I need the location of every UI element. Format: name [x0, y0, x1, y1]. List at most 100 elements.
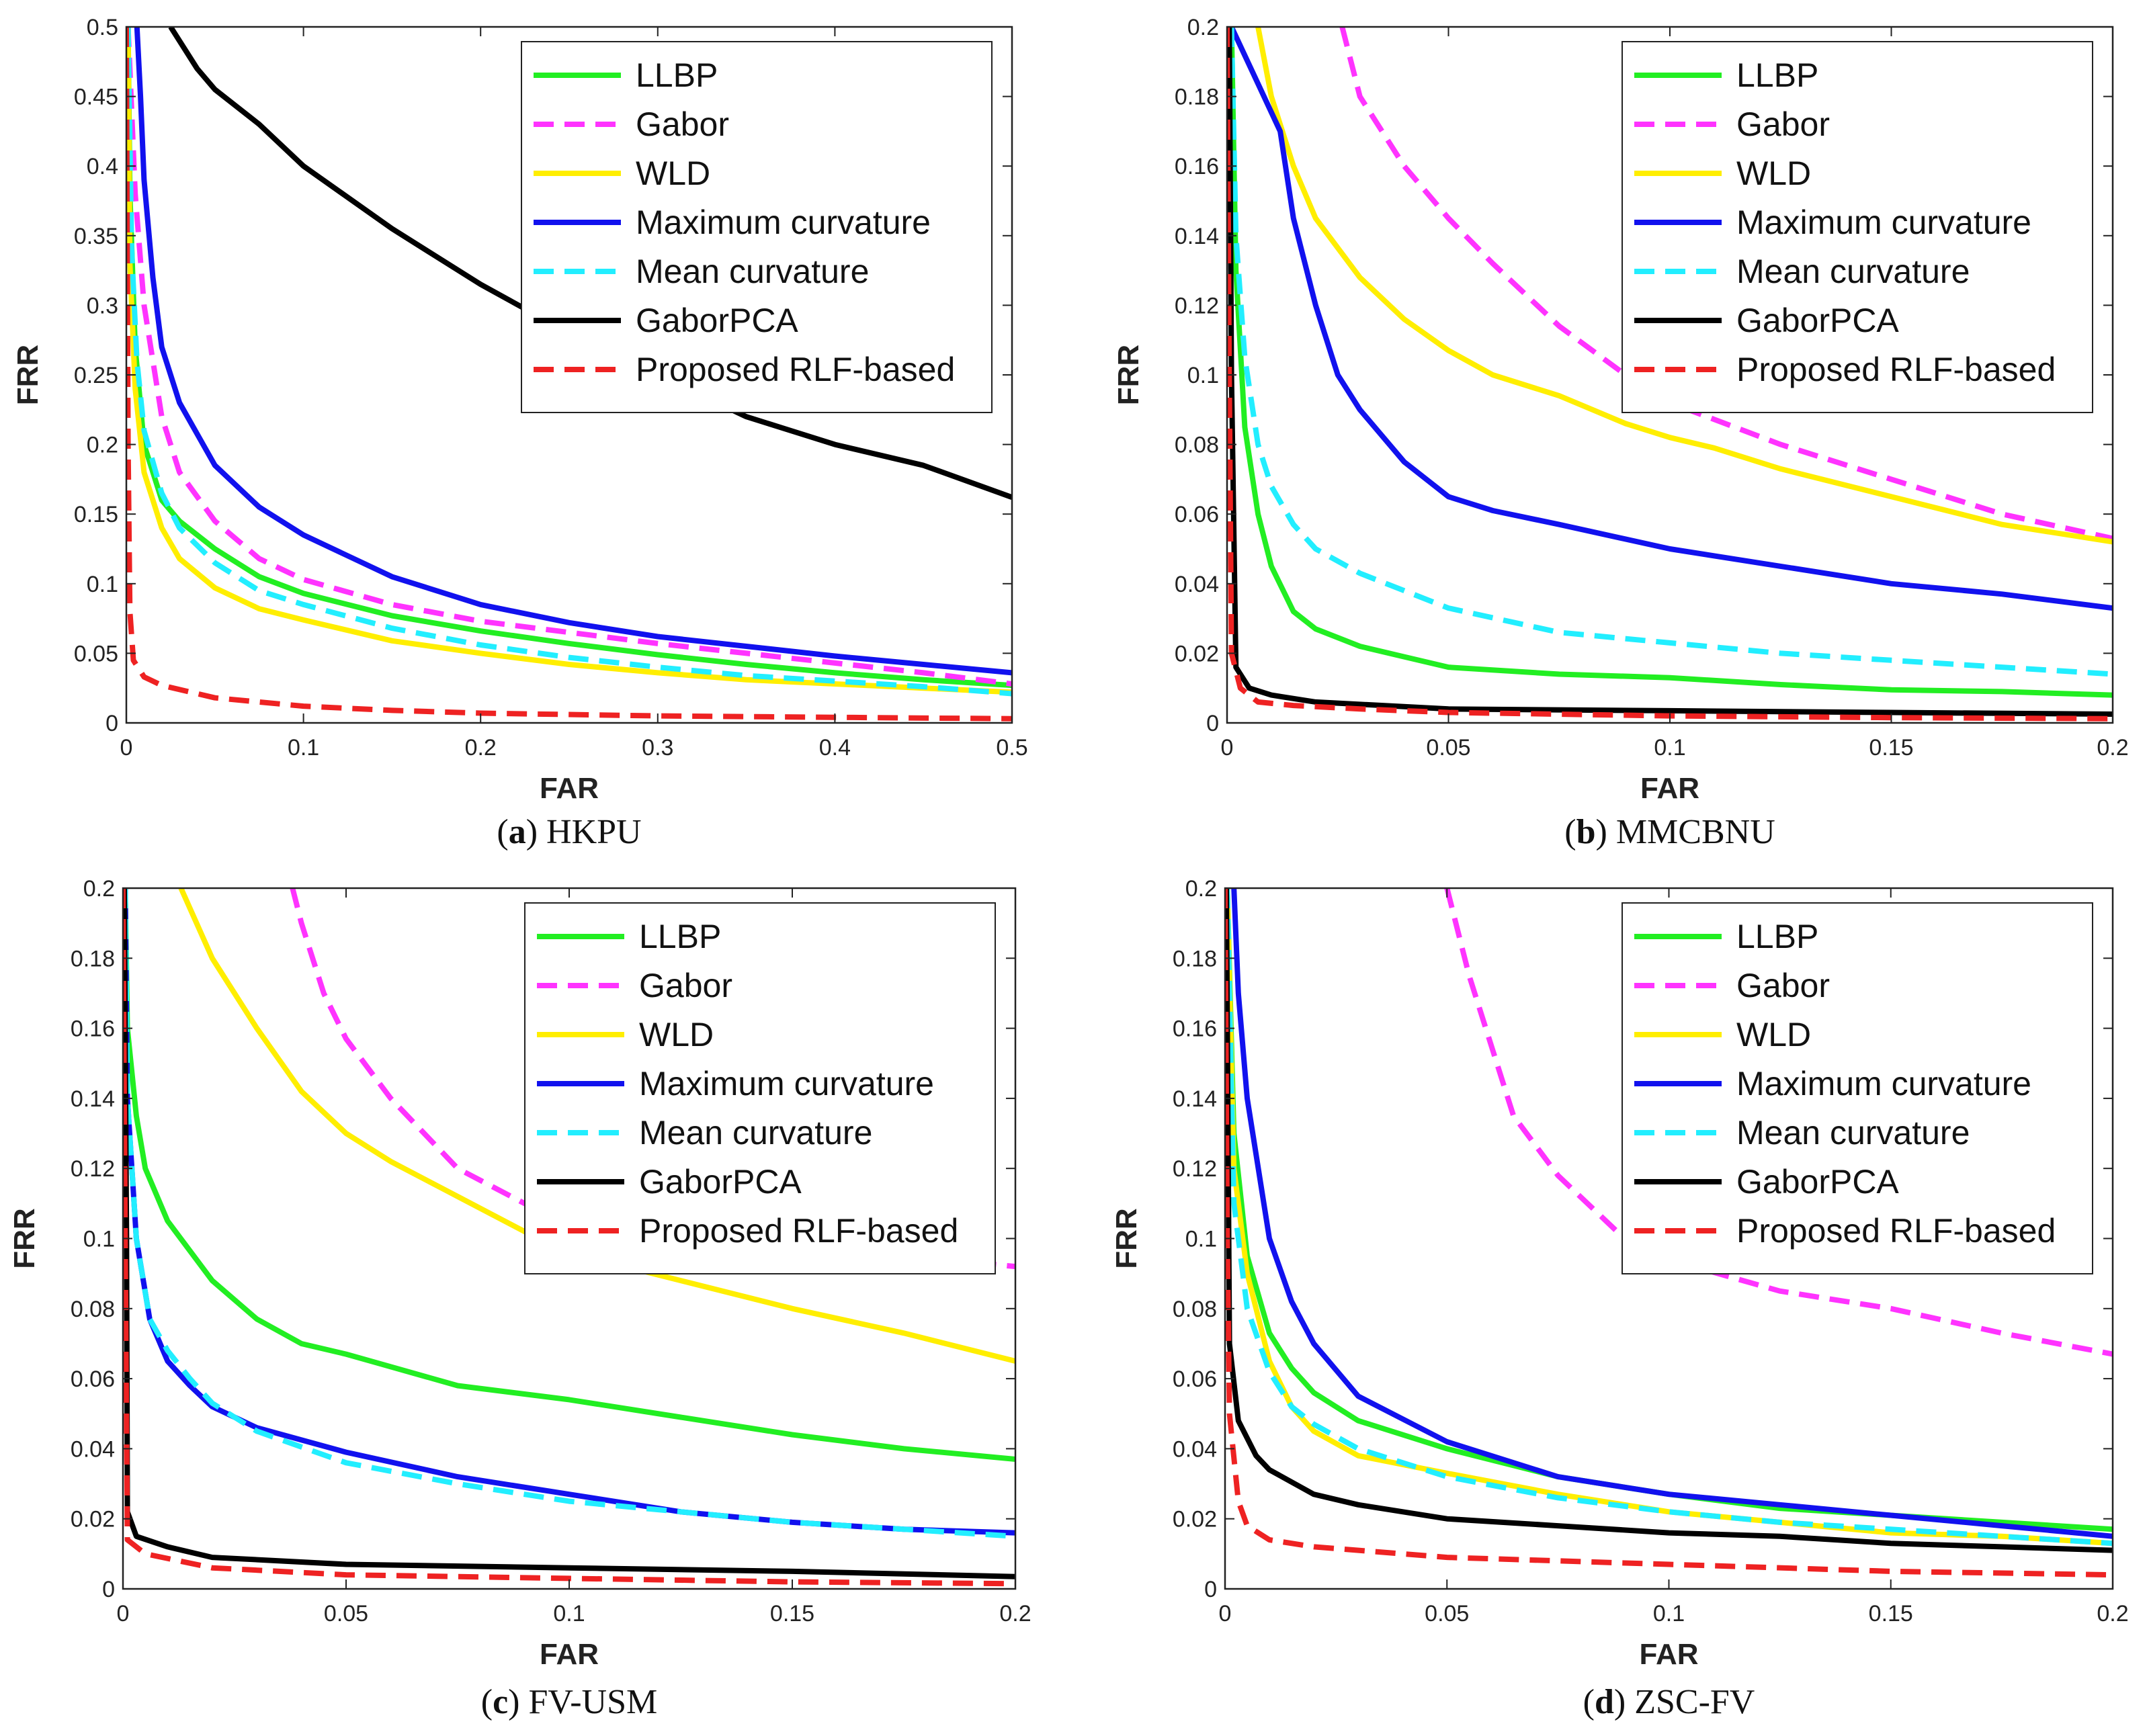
x-tick-label: 0.3: [642, 735, 673, 761]
series-line-proposed-rlf-based: [123, 888, 1015, 1587]
legend-label: Maximum curvature: [639, 1065, 934, 1102]
y-tick-label: 0: [106, 711, 118, 736]
y-tick-label: 0.5: [87, 15, 118, 40]
y-tick-label: 0.18: [1175, 85, 1219, 110]
y-tick-label: 0.16: [1175, 154, 1219, 179]
x-tick-label: 0.4: [819, 735, 851, 761]
panel-caption: (c) FV-USM: [481, 1683, 657, 1721]
series-line-gaborpca: [1227, 27, 2113, 717]
legend-label: LLBP: [1736, 56, 1818, 94]
legend-label: GaborPCA: [636, 302, 798, 339]
x-tick-label: 0.1: [1653, 1601, 1685, 1626]
series-line-mean-curvature: [1225, 888, 2113, 1547]
y-tick-label: 0.12: [1175, 293, 1219, 318]
legend-label: Gabor: [639, 967, 732, 1004]
y-tick-label: 0.04: [71, 1436, 115, 1462]
series-line-proposed-rlf-based: [1227, 27, 2113, 722]
x-tick-label: 0.2: [2097, 735, 2128, 761]
panel-dataset-name: ZSC-FV: [1634, 1683, 1755, 1721]
y-tick-label: 0.1: [87, 572, 118, 597]
series-line-gaborpca: [1225, 888, 2113, 1553]
legend-label: LLBP: [1736, 918, 1818, 955]
x-axis-title: FAR: [540, 772, 599, 805]
x-tick-label: 0.5: [996, 735, 1027, 761]
y-tick-label: 0.08: [1175, 433, 1219, 458]
x-tick-label: 0.2: [465, 735, 497, 761]
y-tick-label: 0.2: [1185, 876, 1217, 902]
legend-label: GaborPCA: [1736, 1163, 1899, 1201]
x-tick-label: 0.05: [1426, 735, 1470, 761]
series-line-gabor: [1339, 27, 2113, 541]
y-tick-label: 0.14: [1175, 224, 1219, 249]
series-line-maximum-curvature: [1231, 888, 2113, 1539]
y-tick-label: 0.1: [1187, 363, 1219, 388]
legend-label: Proposed RLF-based: [1736, 1212, 2056, 1250]
y-tick-label: 0.15: [74, 502, 118, 527]
x-tick-label: 0.2: [2097, 1601, 2128, 1626]
series-line-llbp: [1228, 27, 2113, 698]
legend-box: [521, 41, 993, 413]
series-group: [1227, 27, 2113, 722]
legend-box: [524, 902, 996, 1274]
panel-letter: a: [509, 813, 526, 851]
legend-label: Maximum curvature: [1736, 204, 2031, 241]
y-tick-label: 0.25: [74, 363, 118, 388]
x-tick-label: 0.15: [1869, 1601, 1913, 1626]
x-axis-title: FAR: [1640, 1638, 1699, 1671]
panel-letter: b: [1576, 813, 1596, 851]
legend-box: [1622, 41, 2093, 413]
series-line-wld: [126, 27, 1012, 695]
legend-label: LLBP: [636, 56, 718, 94]
legend-label: WLD: [636, 155, 710, 192]
y-tick-label: 0.1: [83, 1227, 115, 1252]
x-axis-title: FAR: [1640, 772, 1699, 805]
series-line-gabor: [126, 27, 1012, 687]
chart-panel-c: 0 0.05 0.1 0.15 0.2 0 0.02 0.04 0.06 0.08 0.1 0.12 0…: [8, 876, 1032, 1721]
series-line-llbp: [123, 888, 1015, 1462]
series-line-mean-curvature: [123, 888, 1015, 1539]
chart-panel-d: 0 0.05 0.1 0.15 0.2 0 0.02 0.04 0.06 0.08 0.1 0.12 0…: [1110, 876, 2129, 1721]
series-line-gaborpca: [123, 888, 1015, 1579]
panel-letter: c: [493, 1683, 508, 1721]
series-line-proposed-rlf-based: [1225, 888, 2113, 1578]
y-tick-label: 0.06: [1173, 1366, 1217, 1392]
y-tick-label: 0.08: [71, 1297, 115, 1322]
chart-panel-a: 0 0.1 0.2 0.3 0.4 0.5 0 0.05 0.1 0.15 0.2 0.25 0.3 0.…: [11, 15, 1028, 851]
y-tick-label: 0: [1206, 711, 1219, 736]
legend: LLBP Gabor WLD Maximum curvature Mean curvat…: [524, 902, 996, 1274]
x-tick-label: 0: [117, 1601, 130, 1626]
y-tick-label: 0.1: [1185, 1227, 1217, 1252]
legend-label: Maximum curvature: [636, 204, 931, 241]
series-line-maximum-curvature: [134, 27, 1012, 676]
y-axis-title: FRR: [8, 1208, 41, 1268]
legend: LLBP Gabor WLD Maximum curvature Mean curvat…: [1622, 41, 2093, 413]
y-tick-label: 0.2: [83, 876, 115, 902]
legend: LLBP Gabor WLD Maximum curvature Mean curvat…: [521, 41, 993, 413]
x-tick-label: 0.05: [1425, 1601, 1469, 1626]
y-tick-label: 0.16: [71, 1016, 115, 1042]
legend-label: WLD: [1736, 1016, 1811, 1053]
y-axis-title: FRR: [1110, 1208, 1143, 1268]
y-tick-label: 0: [1204, 1577, 1217, 1602]
legend-label: Mean curvature: [636, 253, 869, 290]
y-tick-label: 0.18: [1173, 946, 1217, 971]
y-tick-label: 0.04: [1173, 1436, 1217, 1462]
legend-label: LLBP: [639, 918, 721, 955]
panel-caption: (b) MMCBNU: [1564, 813, 1775, 851]
legend-label: Maximum curvature: [1736, 1065, 2031, 1102]
legend-label: Proposed RLF-based: [639, 1212, 958, 1250]
panel-dataset-name: FV-USM: [529, 1683, 658, 1721]
y-tick-label: 0.05: [74, 641, 118, 666]
series-group: [1225, 888, 2113, 1578]
series-line-proposed-rlf-based: [126, 27, 1012, 722]
legend-label: Gabor: [1736, 105, 1830, 143]
x-tick-label: 0: [1221, 735, 1234, 761]
y-tick-label: 0.02: [1175, 641, 1219, 666]
x-tick-label: 0.2: [999, 1601, 1031, 1626]
y-axis-title: FRR: [1112, 345, 1145, 405]
panel-letter: d: [1595, 1683, 1614, 1721]
legend-label: Proposed RLF-based: [636, 351, 955, 388]
y-tick-label: 0.04: [1175, 572, 1219, 597]
y-tick-label: 0.14: [1173, 1086, 1217, 1112]
